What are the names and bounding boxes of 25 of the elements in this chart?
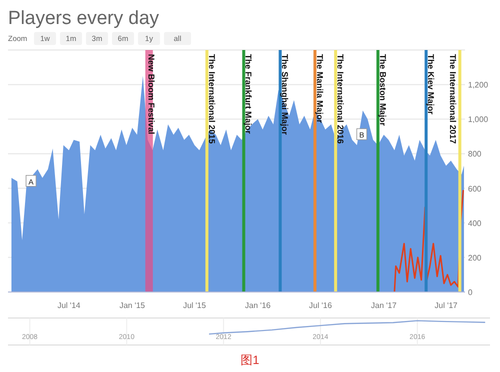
ref-line-label: The International 2017 — [448, 54, 458, 144]
y-tick-label: 1,200 — [468, 80, 489, 90]
x-tick-label: Jul '17 — [434, 301, 458, 310]
y-tick-label: 1,000 — [468, 115, 489, 124]
y-tick-label: 0 — [468, 288, 473, 297]
x-tick-label: Jul '14 — [57, 301, 81, 310]
x-tick-label: Jul '16 — [309, 301, 332, 310]
ref-line-label: The International 2016 — [336, 54, 346, 144]
x-tick-label: Jan '16 — [245, 301, 272, 310]
ref-line-label: The Shanghai Major — [280, 54, 290, 136]
ref-line-label: The Kiev Major — [426, 54, 436, 116]
chart-title: Players every day — [8, 8, 160, 29]
x-tick-label: Jul '15 — [183, 301, 207, 310]
band-label: New Bloom Festival — [146, 54, 156, 134]
caption: 图1 — [240, 353, 260, 367]
y-tick-label: 600 — [468, 184, 482, 194]
ref-line-label: The Frankfurt Major — [244, 54, 254, 135]
x-tick-label: Jan '17 — [371, 301, 398, 310]
ref-line-label: The Boston Major — [378, 54, 388, 126]
ref-line-label: The Manila Major — [314, 54, 325, 124]
y-tick-label: 800 — [468, 150, 482, 159]
ref-line-label: The International 2015 — [206, 54, 217, 144]
x-tick-label: Jan '15 — [119, 301, 146, 310]
y-tick-label: 200 — [468, 253, 482, 262]
y-tick-label: 400 — [468, 218, 482, 228]
